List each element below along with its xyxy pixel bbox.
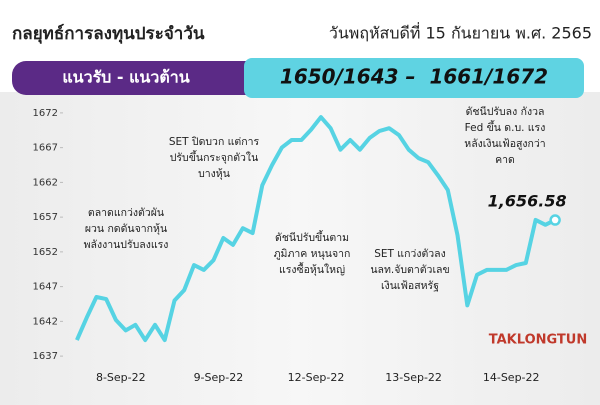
- band-values: 1650/1643 – 1661/1672: [280, 65, 548, 89]
- x-tick-label: 14-Sep-22: [483, 371, 540, 384]
- callout-marker: [549, 214, 561, 226]
- annotation: ดัชนีปรับลง กังวล: [466, 105, 545, 118]
- annotation: SET ปิดบวก แต่การ: [169, 136, 260, 148]
- band-label: แนวรับ - แนวต้าน: [62, 68, 189, 87]
- y-tick-label: 1647: [33, 282, 58, 293]
- callout-label: 1,656.58: [488, 192, 567, 211]
- y-tick-label: 1672: [33, 108, 58, 119]
- annotation: SET แกว่งตัวลง: [374, 248, 445, 260]
- date: วันพฤหัสบดีที่ 15 กันยายน พ.ศ. 2565: [329, 22, 592, 43]
- x-tick-label: 12-Sep-22: [288, 371, 345, 384]
- y-tick-label: 1637: [33, 351, 58, 362]
- y-tick-label: 1642: [33, 316, 58, 327]
- band-box: [244, 58, 584, 98]
- y-tick-label: 1662: [33, 177, 58, 188]
- annotation: ผวน กดดันจากหุ้น: [85, 223, 167, 235]
- annotation: หลังเงินเฟ้อสูงกว่า: [464, 138, 545, 150]
- annotation: เงินเฟ้อสหรัฐ: [381, 280, 439, 292]
- annotation: Fed ขึ้น ด.บ. แรง: [465, 120, 546, 134]
- annotation: นลท.จับตาตัวเลข: [370, 264, 449, 276]
- x-tick-label: 13-Sep-22: [385, 371, 442, 384]
- annotation: ตลาดแกว่งตัวผัน: [88, 207, 164, 219]
- annotation: ภูมิภาค หนุนจาก: [274, 248, 351, 260]
- x-tick-label: 8-Sep-22: [96, 371, 146, 384]
- chart-title: กลยุทธ์การลงทุนประจำวัน: [12, 23, 205, 44]
- line: [75, 115, 556, 343]
- logo: TAKLONGTUN: [489, 333, 588, 348]
- annotation: บางหุ้น: [198, 168, 230, 180]
- plot-background: [0, 92, 600, 405]
- annotation: ดัชนีปรับขึ้นตาม: [275, 230, 349, 244]
- annotation: แรงซื้อหุ้นใหญ่: [279, 262, 345, 276]
- annotation: ปรับขึ้นกระจุกตัวใน: [170, 150, 259, 164]
- y-tick-label: 1657: [33, 212, 58, 223]
- x-tick-label: 9-Sep-22: [194, 371, 244, 384]
- annotation: พลังงานปรับลงแรง: [84, 239, 169, 251]
- annotation: คาด: [495, 154, 515, 166]
- y-tick-label: 1652: [33, 247, 58, 258]
- y-tick-label: 1667: [33, 143, 58, 154]
